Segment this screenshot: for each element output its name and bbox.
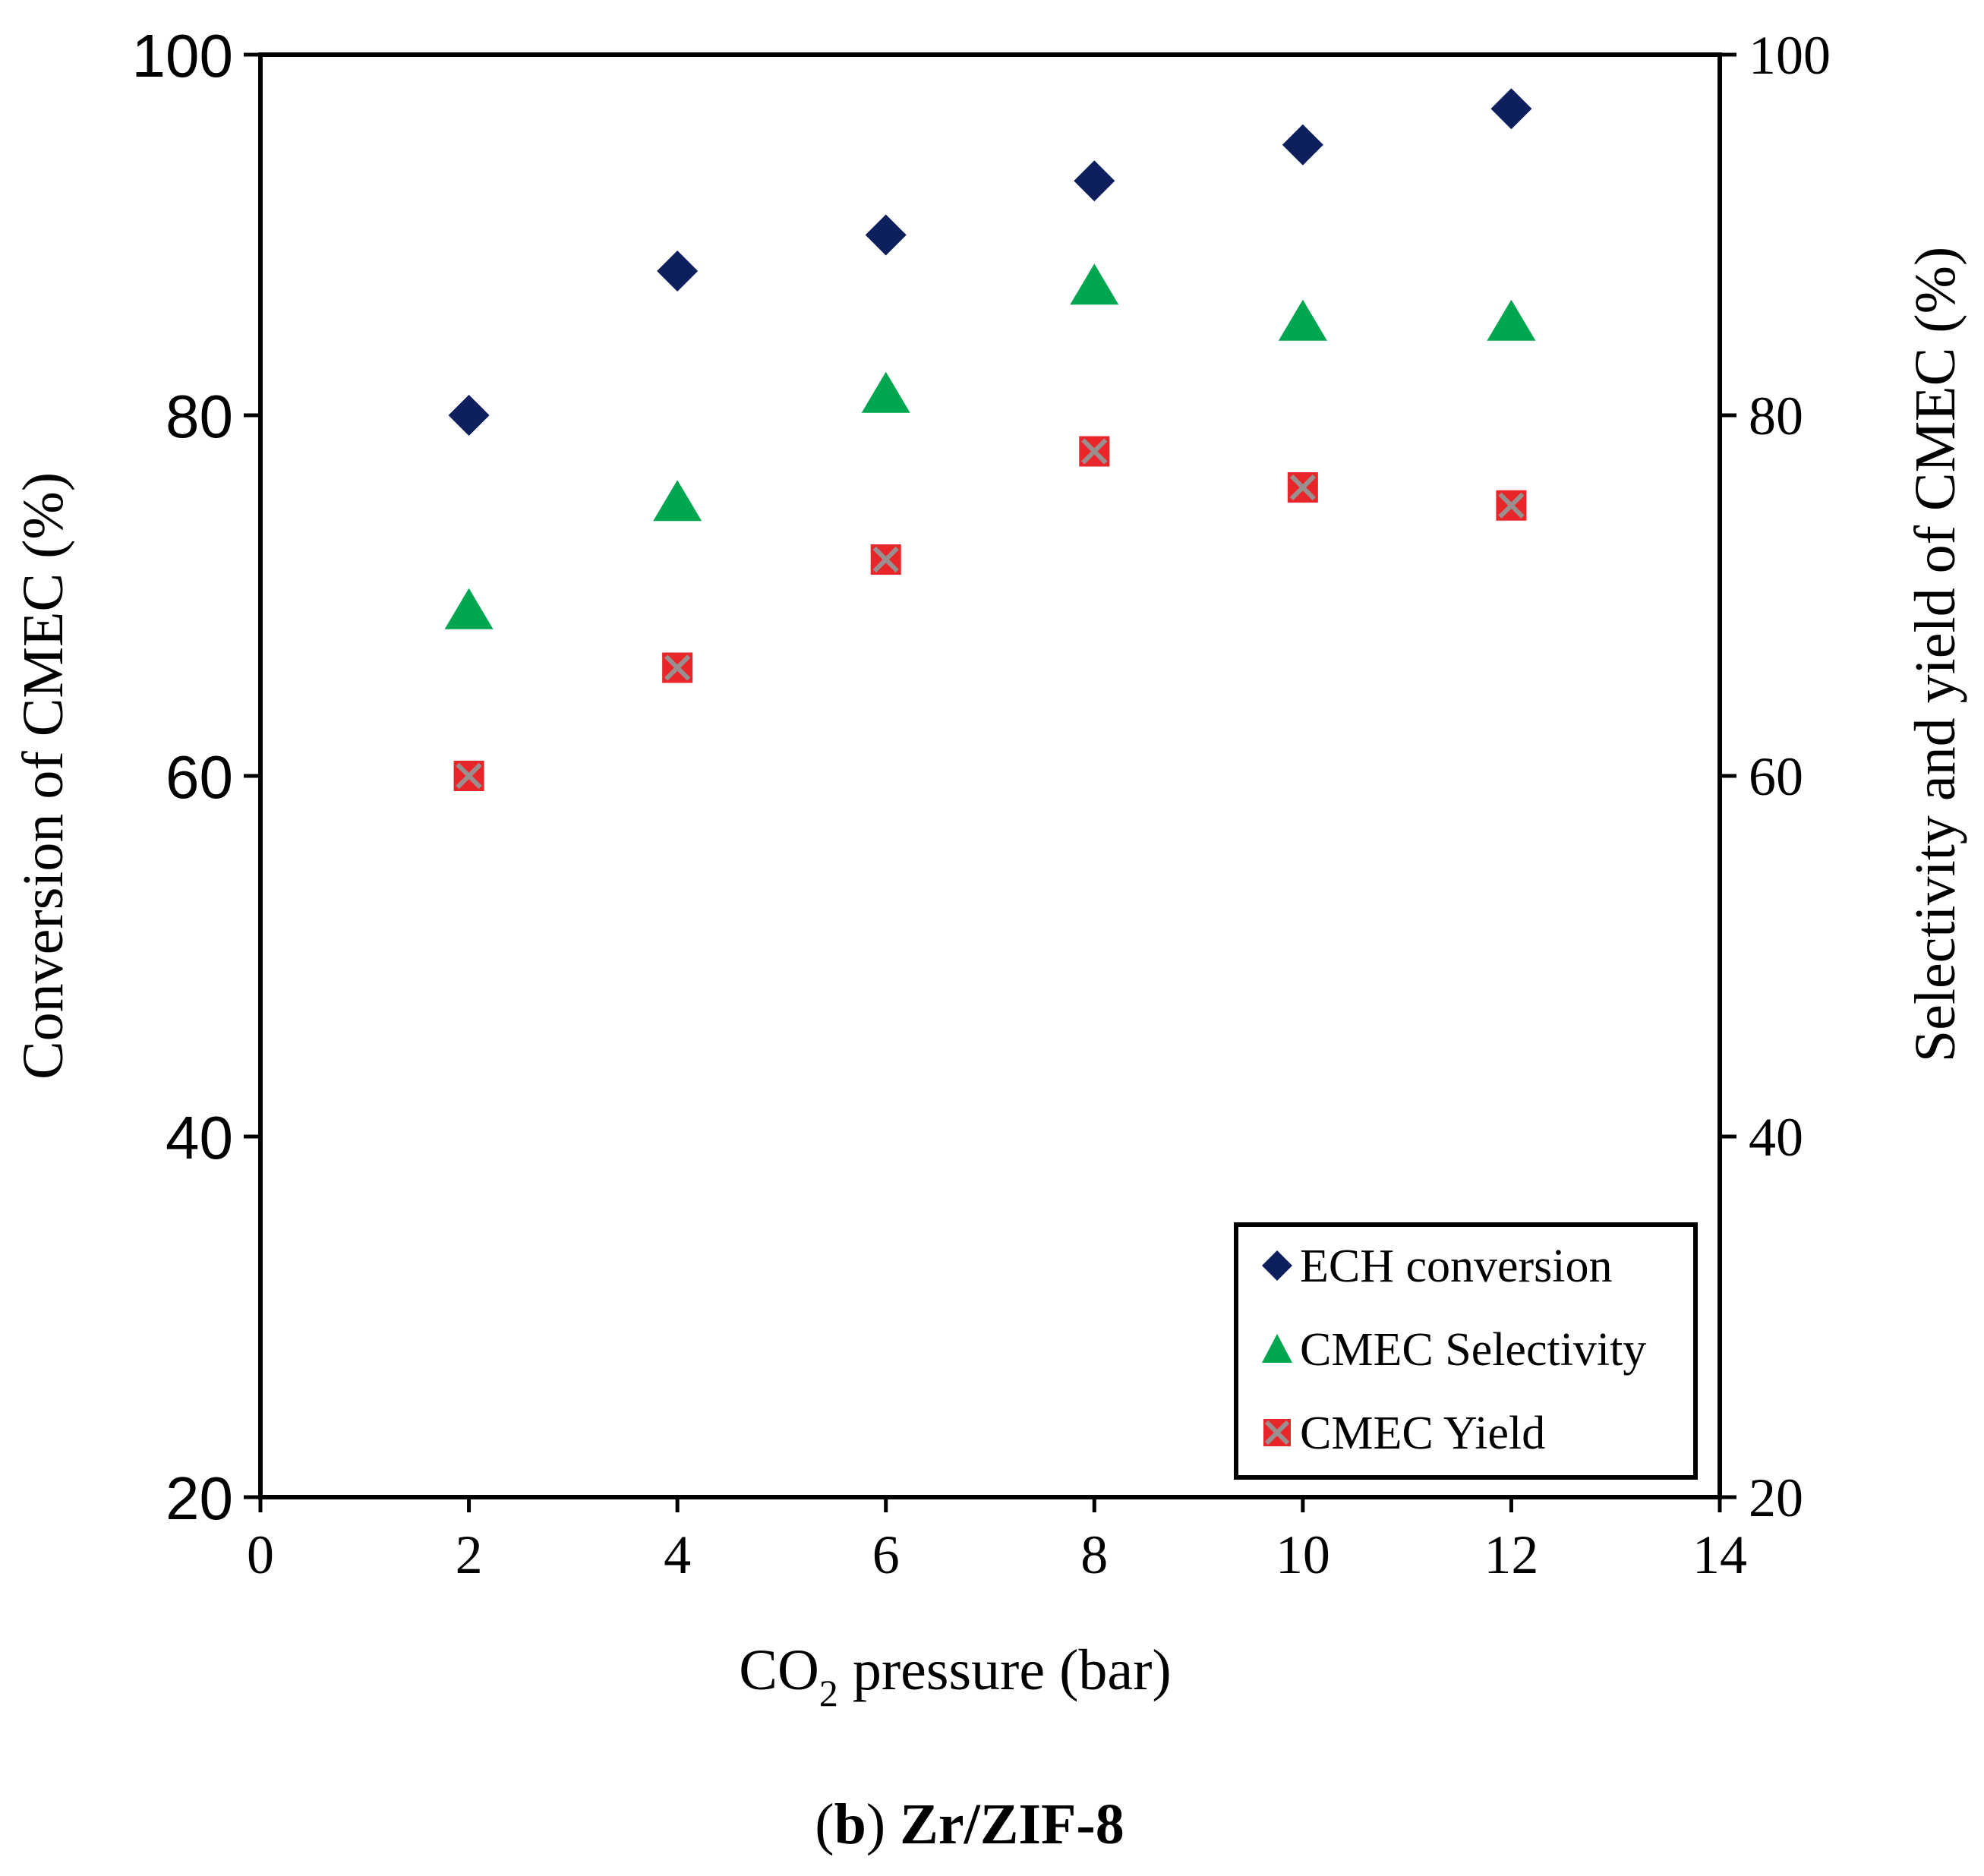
point-ech-conversion: [1074, 160, 1115, 202]
x-tick-label: 6: [872, 1524, 900, 1585]
point-cmec-yield: [1079, 436, 1110, 467]
x-tick-label: 0: [247, 1524, 274, 1585]
caption-open-paren: (: [815, 1792, 834, 1856]
point-ech-conversion: [657, 251, 699, 292]
point-cmec-selectivity: [861, 371, 910, 413]
x-axis: 0 2 4 6 8 10 12 14: [247, 1497, 1747, 1585]
legend-box: [1234, 1222, 1698, 1480]
y-left-tick-label: 60: [166, 743, 233, 811]
point-cmec-yield: [870, 544, 901, 575]
y-right-tick-label: 40: [1749, 1107, 1803, 1168]
point-cmec-selectivity: [1487, 299, 1536, 341]
y-axis-right: 20 40 60 80 100: [1720, 25, 1831, 1528]
y-left-tick-label: 100: [132, 22, 233, 90]
caption-letter: b: [834, 1792, 866, 1856]
y-right-tick-label: 20: [1749, 1468, 1803, 1528]
x-tick-label: 2: [456, 1524, 483, 1585]
x-axis-title-rest: pressure (bar): [838, 1638, 1172, 1702]
figure-caption: (b) Zr/ZIF-8: [815, 1792, 1124, 1856]
x-tick-label: 12: [1484, 1524, 1538, 1585]
x-tick-label: 14: [1692, 1524, 1747, 1585]
legend-diamond-icon: [1262, 1250, 1292, 1281]
point-cmec-selectivity: [1070, 263, 1119, 305]
x-axis-title: CO2 pressure (bar): [739, 1638, 1171, 1714]
point-cmec-selectivity: [1278, 299, 1327, 341]
point-cmec-selectivity: [653, 480, 702, 522]
x-tick-label: 10: [1276, 1524, 1330, 1585]
caption-title: Zr/ZIF-8: [885, 1792, 1124, 1856]
legend-square-x-icon: [1263, 1419, 1291, 1446]
point-cmec-yield: [662, 652, 693, 683]
legend-label-cmec-selectivity: CMEC Selectivity: [1300, 1324, 1646, 1376]
legend-label-cmec-yield: CMEC Yield: [1300, 1408, 1545, 1459]
point-cmec-selectivity: [444, 588, 494, 629]
point-cmec-yield: [1287, 472, 1318, 503]
data-points: [444, 88, 1536, 791]
y-right-tick-label: 60: [1749, 746, 1803, 807]
y-axis-left-title: Conversion of CMEC (%): [11, 472, 75, 1080]
x-tick-label: 8: [1080, 1524, 1108, 1585]
point-ech-conversion: [1282, 124, 1323, 166]
legend-label-ech-conversion: ECH conversion: [1300, 1241, 1613, 1292]
x-axis-title-subscript: 2: [819, 1672, 838, 1714]
y-left-tick-label: 40: [166, 1104, 233, 1171]
point-ech-conversion: [448, 395, 490, 436]
y-axis-left: 20 40 60 80 100: [132, 22, 260, 1532]
y-left-tick-label: 80: [166, 383, 233, 450]
y-left-tick-label: 20: [166, 1465, 233, 1532]
legend-triangle-icon: [1262, 1334, 1292, 1363]
x-axis-title-main: CO: [739, 1638, 819, 1702]
point-cmec-yield: [1496, 490, 1527, 521]
legend: ECH conversion CMEC Selectivity CMEC Yie…: [1234, 1222, 1698, 1480]
point-cmec-yield: [453, 761, 484, 791]
y-axis-right-title: Selectivity and yield of CMEC (%): [1904, 247, 1967, 1062]
y-right-tick-label: 100: [1749, 25, 1831, 86]
x-tick-label: 4: [664, 1524, 691, 1585]
point-ech-conversion: [865, 214, 907, 256]
y-right-tick-label: 80: [1749, 386, 1803, 446]
point-ech-conversion: [1490, 88, 1532, 130]
caption-close-paren: ): [866, 1792, 885, 1856]
